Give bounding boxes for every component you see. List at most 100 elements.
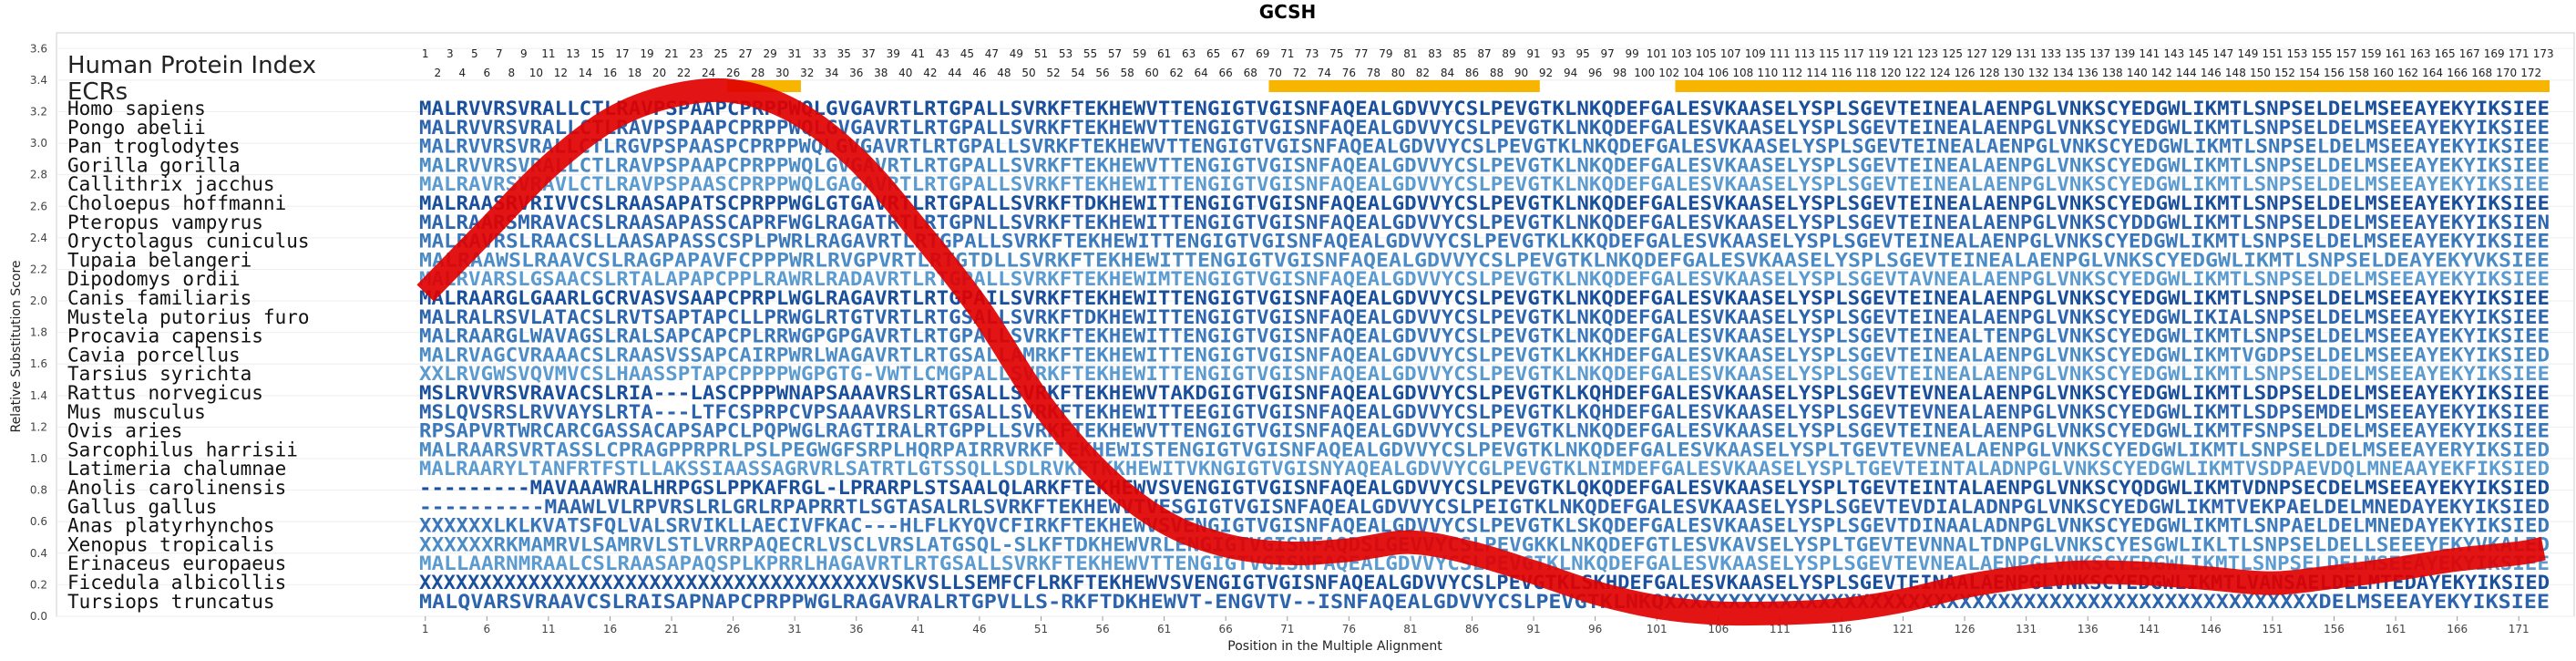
position-number: 25 (713, 47, 727, 60)
x-tick-label: 101 (1647, 623, 1668, 635)
position-number: 16 (603, 67, 617, 79)
position-number: 113 (1794, 47, 1815, 60)
position-number: 68 (1244, 67, 1257, 79)
sequence-row: MALRVARSLGSAACSLRTALAPAPCPPLRAWRLRADAVRT… (419, 268, 2550, 290)
species-label: Choloepus hoffmanni (67, 192, 286, 214)
position-number: 79 (1379, 47, 1392, 60)
position-number: 40 (898, 67, 912, 79)
position-number: 156 (2324, 67, 2345, 79)
position-number: 165 (2435, 47, 2456, 60)
position-number: 108 (1732, 67, 1753, 79)
position-number: 155 (2312, 47, 2333, 60)
position-number: 80 (1391, 67, 1405, 79)
x-tick-label: 51 (1034, 623, 1048, 635)
position-number: 64 (1195, 67, 1208, 79)
x-tick-label: 31 (788, 623, 802, 635)
x-tick-label: 61 (1157, 623, 1171, 635)
y-tick-label: 3.4 (30, 74, 47, 87)
position-number: 131 (2016, 47, 2037, 60)
species-label: Dipodomys ordii (67, 268, 241, 290)
position-number: 46 (972, 67, 986, 79)
y-tick-label: 1.6 (30, 357, 47, 370)
position-number: 30 (775, 67, 789, 79)
position-number: 62 (1169, 67, 1183, 79)
position-number: 119 (1868, 47, 1889, 60)
position-number: 14 (579, 67, 592, 79)
position-number: 22 (677, 67, 691, 79)
position-number: 32 (800, 67, 814, 79)
position-number: 96 (1588, 67, 1602, 79)
species-label: Tarsius syrichta (67, 363, 251, 385)
position-number: 99 (1626, 47, 1639, 60)
position-number: 20 (652, 67, 666, 79)
position-number: 105 (1696, 47, 1717, 60)
sequence-row: MALRAARSVRTASSLCPRAGPPRPRLPSLPEGWGFSRPLH… (419, 439, 2550, 460)
position-number: 49 (1010, 47, 1023, 60)
position-number: 162 (2397, 67, 2418, 79)
species-label: Pteropus vampyrus (67, 212, 263, 233)
x-tick-label: 141 (2139, 623, 2160, 635)
position-number: 27 (738, 47, 752, 60)
position-number: 148 (2225, 67, 2246, 79)
position-number: 102 (1658, 67, 1679, 79)
y-tick-label: 0.4 (30, 547, 47, 560)
position-number: 111 (1770, 47, 1791, 60)
position-number: 170 (2496, 67, 2517, 79)
x-tick-label: 36 (849, 623, 863, 635)
position-number: 133 (2040, 47, 2061, 60)
position-number: 52 (1046, 67, 1060, 79)
species-label: Ovis aries (67, 420, 182, 442)
position-number: 69 (1256, 47, 1269, 60)
position-number: 31 (788, 47, 802, 60)
position-number: 15 (590, 47, 604, 60)
position-number: 146 (2201, 67, 2222, 79)
x-axis-label: Position in the Multiple Alignment (1227, 639, 1442, 654)
sequence-row: MSLQVSRSLRVVAYSLRTA---LTFCSPRPCVPSAAAVRS… (419, 401, 2550, 423)
position-number: 152 (2274, 67, 2295, 79)
species-label: Tupaia belangeri (67, 249, 251, 271)
y-tick-label: 0.0 (30, 610, 47, 623)
position-number: 12 (554, 67, 568, 79)
chart-title: GCSH (1259, 1, 1317, 23)
position-number: 145 (2188, 47, 2209, 60)
position-number: 141 (2139, 47, 2160, 60)
y-tick-label: 2.2 (30, 263, 47, 275)
x-tick-label: 26 (726, 623, 740, 635)
position-number: 57 (1108, 47, 1122, 60)
substitution-curve (416, 77, 2546, 626)
species-label: Tursiops truncatus (67, 591, 275, 613)
position-number: 93 (1551, 47, 1565, 60)
position-number: 112 (1781, 67, 1802, 79)
y-axis-label: Relative Substitution Score (9, 260, 24, 432)
sequence-row: MALRAARSMRAVACSLRAASAPASSCAPRFWGLRAGATRT… (419, 212, 2550, 233)
x-tick-label: 11 (541, 623, 555, 635)
position-number: 169 (2484, 47, 2505, 60)
y-tick-label: 2.6 (30, 200, 47, 212)
position-number: 117 (1843, 47, 1864, 60)
x-tick-label: 121 (1893, 623, 1914, 635)
position-number: 17 (615, 47, 629, 60)
position-number: 24 (702, 67, 715, 79)
y-tick-label: 1.2 (30, 420, 47, 433)
position-number: 120 (1881, 67, 1902, 79)
x-tick-label: 96 (1588, 623, 1602, 635)
position-number: 130 (2004, 67, 2025, 79)
x-tick-label: 56 (1095, 623, 1109, 635)
species-label: Anas platyrhynchos (67, 515, 275, 537)
position-number: 89 (1502, 47, 1515, 60)
position-number: 8 (508, 67, 516, 79)
position-number: 114 (1806, 67, 1827, 79)
position-number: 143 (2163, 47, 2184, 60)
position-number: 78 (1367, 67, 1380, 79)
position-number: 39 (887, 47, 900, 60)
position-number: 87 (1477, 47, 1491, 60)
position-number: 138 (2102, 67, 2123, 79)
x-tick-label: 41 (911, 623, 925, 635)
position-number: 44 (948, 67, 961, 79)
position-number: 56 (1095, 67, 1109, 79)
position-number: 7 (496, 47, 503, 60)
position-number: 48 (997, 67, 1011, 79)
ecr-label: ECRs (67, 78, 128, 106)
position-number: 136 (2078, 67, 2099, 79)
species-label: Erinaceus europaeus (67, 553, 286, 574)
